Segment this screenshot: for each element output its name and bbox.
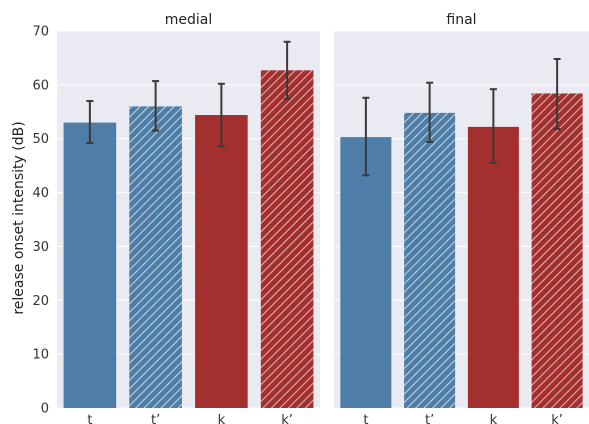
bar-hatch-medial-3 bbox=[260, 70, 314, 409]
y-tick-label: 20 bbox=[32, 294, 49, 309]
bar-hatch-final-1 bbox=[404, 112, 456, 408]
panel-medial: medial t t’ k k’ 0 10 20 30 40 50 60 70 bbox=[32, 12, 320, 424]
x-tick-label: t’ bbox=[151, 413, 160, 424]
bar-medial-2 bbox=[195, 115, 248, 408]
x-tick-label: t bbox=[363, 413, 368, 424]
x-tick-label: k bbox=[218, 413, 226, 424]
bar-final-2 bbox=[467, 126, 519, 408]
panel-title: medial bbox=[165, 12, 213, 28]
y-tick-label: 0 bbox=[41, 402, 49, 417]
bar-medial-0 bbox=[63, 122, 117, 409]
y-tick-label: 50 bbox=[32, 132, 49, 147]
y-tick-label: 60 bbox=[32, 78, 49, 93]
x-tick-label: t’ bbox=[425, 413, 434, 424]
x-tick-label: k’ bbox=[281, 413, 293, 424]
bar-hatch-final-3 bbox=[531, 93, 583, 408]
bar-hatch-medial-1 bbox=[129, 106, 182, 409]
y-axis-label: release onset intensity (dB) bbox=[11, 121, 27, 314]
panel-title: final bbox=[446, 12, 476, 28]
panels-layer: medial t t’ k k’ 0 10 20 30 40 50 60 70 final t t’ k k’ bbox=[32, 12, 589, 424]
bar-final-0 bbox=[340, 137, 392, 408]
x-tick-label: t bbox=[87, 413, 92, 424]
x-tick-label: k bbox=[490, 413, 498, 424]
panel-final: final t t’ k k’ bbox=[334, 12, 589, 424]
y-tick-label: 40 bbox=[32, 186, 49, 201]
y-tick-label: 30 bbox=[32, 240, 49, 255]
x-tick-label: k’ bbox=[551, 413, 563, 424]
y-tick-label: 70 bbox=[32, 25, 49, 40]
y-tick-label: 10 bbox=[32, 348, 49, 363]
